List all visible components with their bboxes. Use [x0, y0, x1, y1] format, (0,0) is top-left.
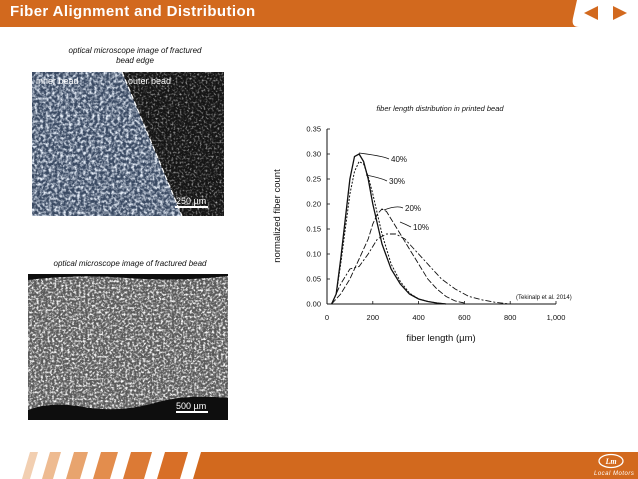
series-leader-3 — [383, 206, 404, 211]
fractured-bead-micrograph: 500 µm — [28, 274, 228, 420]
company-logo-icon: Lm — [598, 453, 624, 469]
chart-ylabel: normalized fiber count — [272, 169, 283, 263]
svg-text:Lm: Lm — [604, 457, 616, 466]
top-scale-label: 250 µm — [176, 196, 207, 206]
next-button[interactable] — [609, 4, 631, 22]
series-label-4: 10% — [413, 223, 429, 232]
series-line-2 — [331, 160, 447, 305]
x-tick-label: 600 — [458, 313, 471, 322]
x-tick-label: 1,000 — [547, 313, 566, 322]
y-tick-label: 0.05 — [306, 275, 321, 284]
footer-stripes — [22, 452, 638, 479]
bead-edge-micrograph: inner bead outer bead 250 µm — [32, 72, 224, 216]
nav-controls — [571, 0, 638, 27]
top-image-caption: optical microscope image of fractured be… — [40, 46, 230, 66]
chart-axes: 0.00 0.05 0.10 0.15 0.20 0.25 0.30 0.35 0 200 400 6… — [306, 125, 565, 323]
company-logo-text: Local Motors — [594, 471, 635, 477]
x-tick-label: 0 — [325, 313, 329, 322]
prev-button[interactable] — [580, 4, 602, 22]
footer-bar: Lm Local Motors — [0, 452, 638, 479]
series-line-3 — [331, 208, 465, 305]
y-tick-label: 0.20 — [306, 200, 321, 209]
left-arrow-icon — [584, 6, 598, 20]
chart-series: 40% 30% 20% 10% — [331, 152, 511, 305]
top-caption-line1: optical microscope image of fractured — [68, 46, 202, 55]
inner-bead-label: inner bead — [36, 76, 79, 86]
top-caption-line2: bead edge — [116, 56, 154, 65]
bead-edge-texture — [32, 72, 224, 216]
chart-title: fiber length distribution in printed bea… — [376, 104, 504, 113]
title-bar: Fiber Alignment and Distribution — [0, 0, 638, 27]
x-tick-label: 800 — [504, 313, 517, 322]
x-tick-label: 200 — [367, 313, 380, 322]
series-leader-1 — [358, 152, 390, 160]
y-tick-label: 0.25 — [306, 175, 321, 184]
series-label-3: 20% — [405, 204, 421, 213]
y-tick-label: 0.35 — [306, 125, 321, 134]
chart-xlabel: fiber length (µm) — [406, 333, 475, 344]
y-tick-label: 0.00 — [306, 300, 321, 309]
right-arrow-icon — [613, 6, 627, 20]
series-label-2: 30% — [389, 177, 405, 186]
page-title: Fiber Alignment and Distribution — [10, 3, 256, 20]
y-tick-label: 0.15 — [306, 225, 321, 234]
y-tick-label: 0.10 — [306, 250, 321, 259]
x-tick-label: 400 — [412, 313, 425, 322]
series-leader-4 — [399, 221, 412, 228]
series-leader-2 — [365, 174, 388, 182]
bottom-image-caption: optical microscope image of fractured be… — [53, 259, 207, 268]
nav-tab-shape — [571, 0, 638, 27]
outer-bead-label: outer bead — [128, 76, 172, 86]
y-tick-label: 0.30 — [306, 150, 321, 159]
chart-citation: (Tekinalp et al. 2014) — [516, 295, 572, 301]
series-line-4 — [331, 233, 511, 305]
bottom-scale-label: 500 µm — [176, 401, 207, 411]
series-label-1: 40% — [391, 155, 407, 164]
fractured-bead-texture — [28, 274, 228, 420]
series-line-1 — [331, 153, 447, 305]
